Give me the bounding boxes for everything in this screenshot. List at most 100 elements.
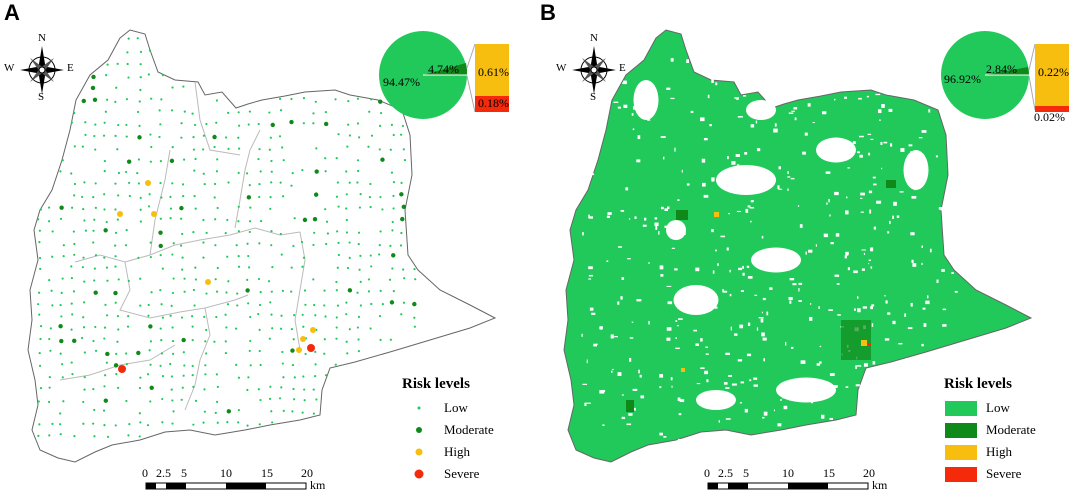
gap-area <box>903 150 929 190</box>
gap-speck <box>788 296 793 300</box>
gap-speck <box>696 398 701 401</box>
low-point <box>59 352 62 355</box>
gap-speck <box>742 272 745 276</box>
gap-speck <box>907 327 913 330</box>
gap-speck <box>833 385 838 388</box>
gap-speck <box>586 359 588 364</box>
gap-speck <box>859 427 865 429</box>
gap-speck <box>577 163 580 166</box>
gap-speck <box>872 176 876 179</box>
low-point <box>103 423 106 427</box>
gap-speck <box>643 110 646 112</box>
moderate-point <box>399 192 404 197</box>
low-point <box>161 397 164 401</box>
low-point <box>61 277 64 280</box>
low-point <box>181 386 184 389</box>
low-point <box>194 266 197 269</box>
gap-speck <box>660 206 664 210</box>
low-point <box>105 266 109 269</box>
low-point <box>202 134 206 137</box>
low-point <box>94 325 97 329</box>
gap-speck <box>787 176 791 178</box>
gap-speck <box>777 185 780 189</box>
low-point <box>324 170 327 173</box>
low-point <box>358 268 361 271</box>
gap-speck <box>736 210 742 213</box>
severe-patch <box>868 343 871 346</box>
moderate-point <box>158 243 163 249</box>
low-point <box>159 289 162 292</box>
low-point <box>270 230 273 233</box>
low-point <box>39 337 42 341</box>
gap-speck <box>856 41 861 45</box>
gap-speck <box>762 416 765 419</box>
low-point <box>127 76 130 79</box>
low-point <box>237 408 240 412</box>
gap-speck <box>877 397 880 401</box>
gap-speck <box>736 64 740 66</box>
gap-speck <box>905 358 909 362</box>
low-point <box>182 194 185 198</box>
low-point <box>224 351 228 355</box>
low-point <box>215 170 219 173</box>
gap-speck <box>705 346 708 348</box>
low-point <box>115 86 118 89</box>
low-point <box>182 351 185 354</box>
low-point <box>191 364 194 368</box>
low-point <box>335 289 338 292</box>
low-point <box>368 196 372 199</box>
low-point <box>279 232 282 236</box>
low-point <box>399 133 403 136</box>
low-point <box>226 303 230 306</box>
low-point <box>370 265 373 268</box>
low-point <box>70 206 74 209</box>
low-point <box>281 146 284 149</box>
low-point <box>124 244 128 247</box>
low-point <box>103 326 107 329</box>
low-point <box>414 278 417 281</box>
gap-speck <box>707 308 711 312</box>
low-point <box>379 195 382 199</box>
low-point <box>128 181 131 184</box>
low-point <box>201 148 205 151</box>
low-point <box>279 181 282 184</box>
gap-speck <box>627 258 631 260</box>
gap-speck <box>658 231 660 235</box>
low-point <box>138 412 141 415</box>
low-point <box>150 145 153 149</box>
pie-severe-pct: 0.02% <box>1034 110 1065 124</box>
low-point <box>381 303 384 306</box>
low-point <box>270 313 273 316</box>
low-point <box>280 386 283 389</box>
compass-south-label: S <box>590 91 597 103</box>
gap-speck <box>761 311 763 314</box>
gap-speck <box>617 246 622 248</box>
gap-speck <box>778 188 783 190</box>
gap-speck <box>640 395 645 399</box>
low-point <box>72 230 75 233</box>
low-point <box>304 352 307 356</box>
low-point <box>303 399 306 402</box>
low-point <box>51 304 54 307</box>
low-point <box>337 133 340 136</box>
low-point <box>302 256 306 259</box>
gap-speck <box>785 341 787 346</box>
low-point <box>105 74 108 77</box>
gap-speck <box>868 259 871 262</box>
low-point <box>336 304 340 307</box>
low-point <box>170 109 174 112</box>
gap-speck <box>647 119 651 121</box>
gap-speck <box>580 145 585 150</box>
gap-speck <box>739 402 742 404</box>
compass-rose-icon: N S W E <box>4 32 74 104</box>
low-point <box>214 411 217 415</box>
low-point <box>183 364 186 367</box>
gap-area <box>633 80 659 120</box>
gap-speck <box>927 95 933 99</box>
gap-speck <box>612 368 614 371</box>
gap-speck <box>664 208 668 212</box>
gap-speck <box>628 413 633 416</box>
low-point <box>159 217 162 220</box>
compass-south-label: S <box>38 91 45 103</box>
gap-speck <box>735 154 740 157</box>
